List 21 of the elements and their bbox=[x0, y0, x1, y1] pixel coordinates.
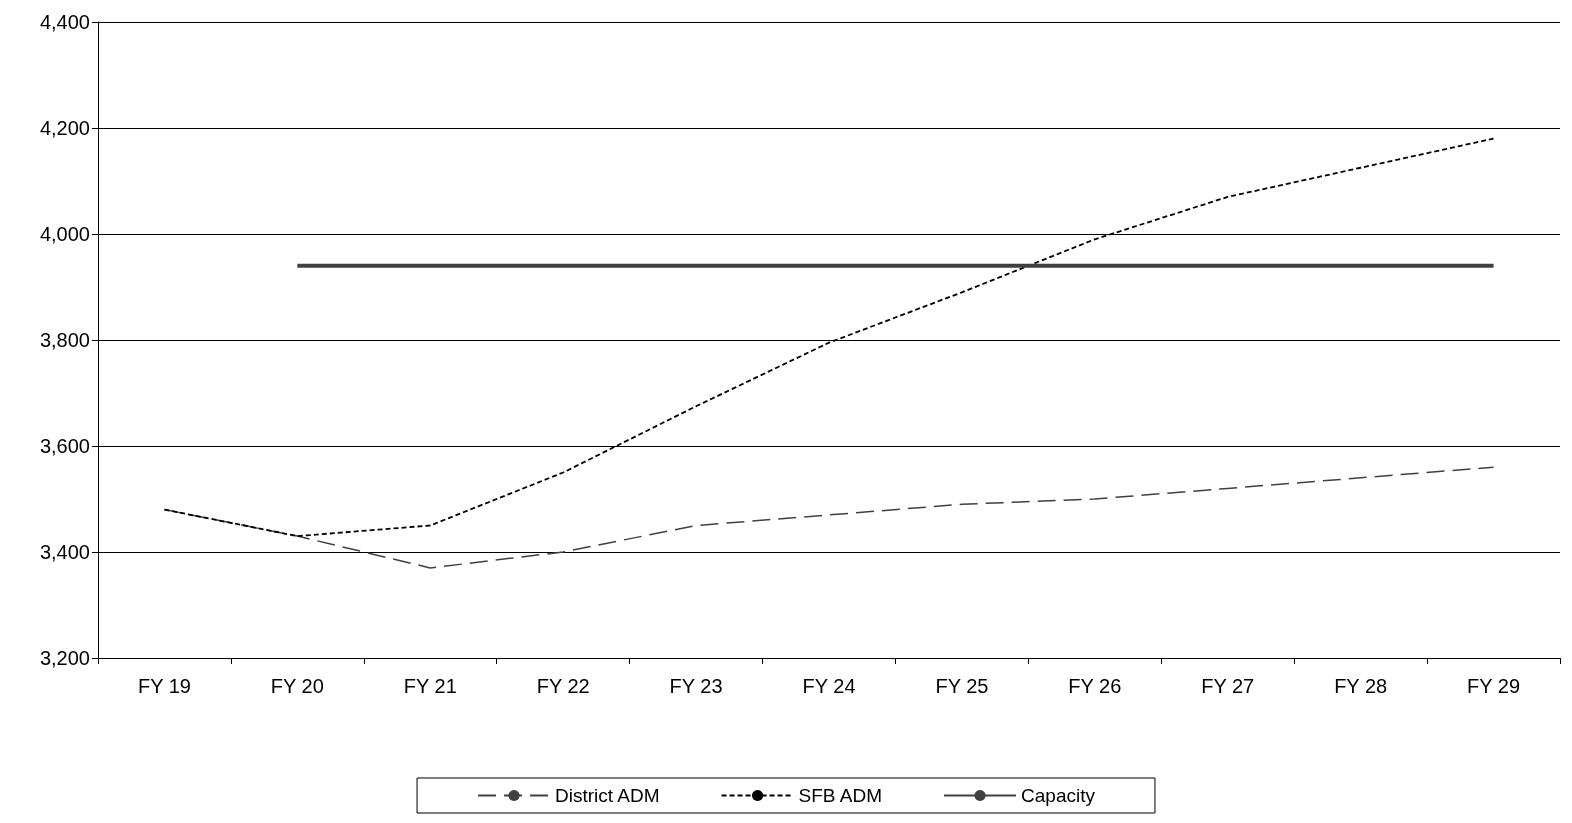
x-tick-label: FY 21 bbox=[403, 675, 457, 697]
y-tick-label: 3,600 bbox=[39, 435, 90, 457]
legend-label: District ADM bbox=[555, 785, 660, 806]
x-tick-label: FY 20 bbox=[270, 675, 324, 697]
x-tick-label: FY 26 bbox=[1068, 675, 1122, 697]
y-tick-label: 4,400 bbox=[39, 11, 90, 33]
y-tick-label: 3,800 bbox=[39, 329, 90, 351]
y-tick-label: 3,400 bbox=[39, 541, 90, 563]
x-tick-label: FY 22 bbox=[536, 675, 590, 697]
x-tick-label: FY 19 bbox=[137, 675, 191, 697]
y-tick-label: 4,200 bbox=[39, 117, 90, 139]
y-tick-label: 3,200 bbox=[39, 647, 90, 669]
legend-label: SFB ADM bbox=[798, 785, 882, 806]
y-tick-label: 4,000 bbox=[39, 223, 90, 245]
x-tick-label: FY 23 bbox=[669, 675, 723, 697]
x-tick-label: FY 28 bbox=[1334, 675, 1388, 697]
x-tick-label: FY 29 bbox=[1467, 675, 1521, 697]
x-tick-label: FY 27 bbox=[1201, 675, 1255, 697]
x-tick-label: FY 24 bbox=[802, 675, 856, 697]
x-tick-label: FY 25 bbox=[935, 675, 989, 697]
legend-label: Capacity bbox=[1021, 785, 1096, 806]
